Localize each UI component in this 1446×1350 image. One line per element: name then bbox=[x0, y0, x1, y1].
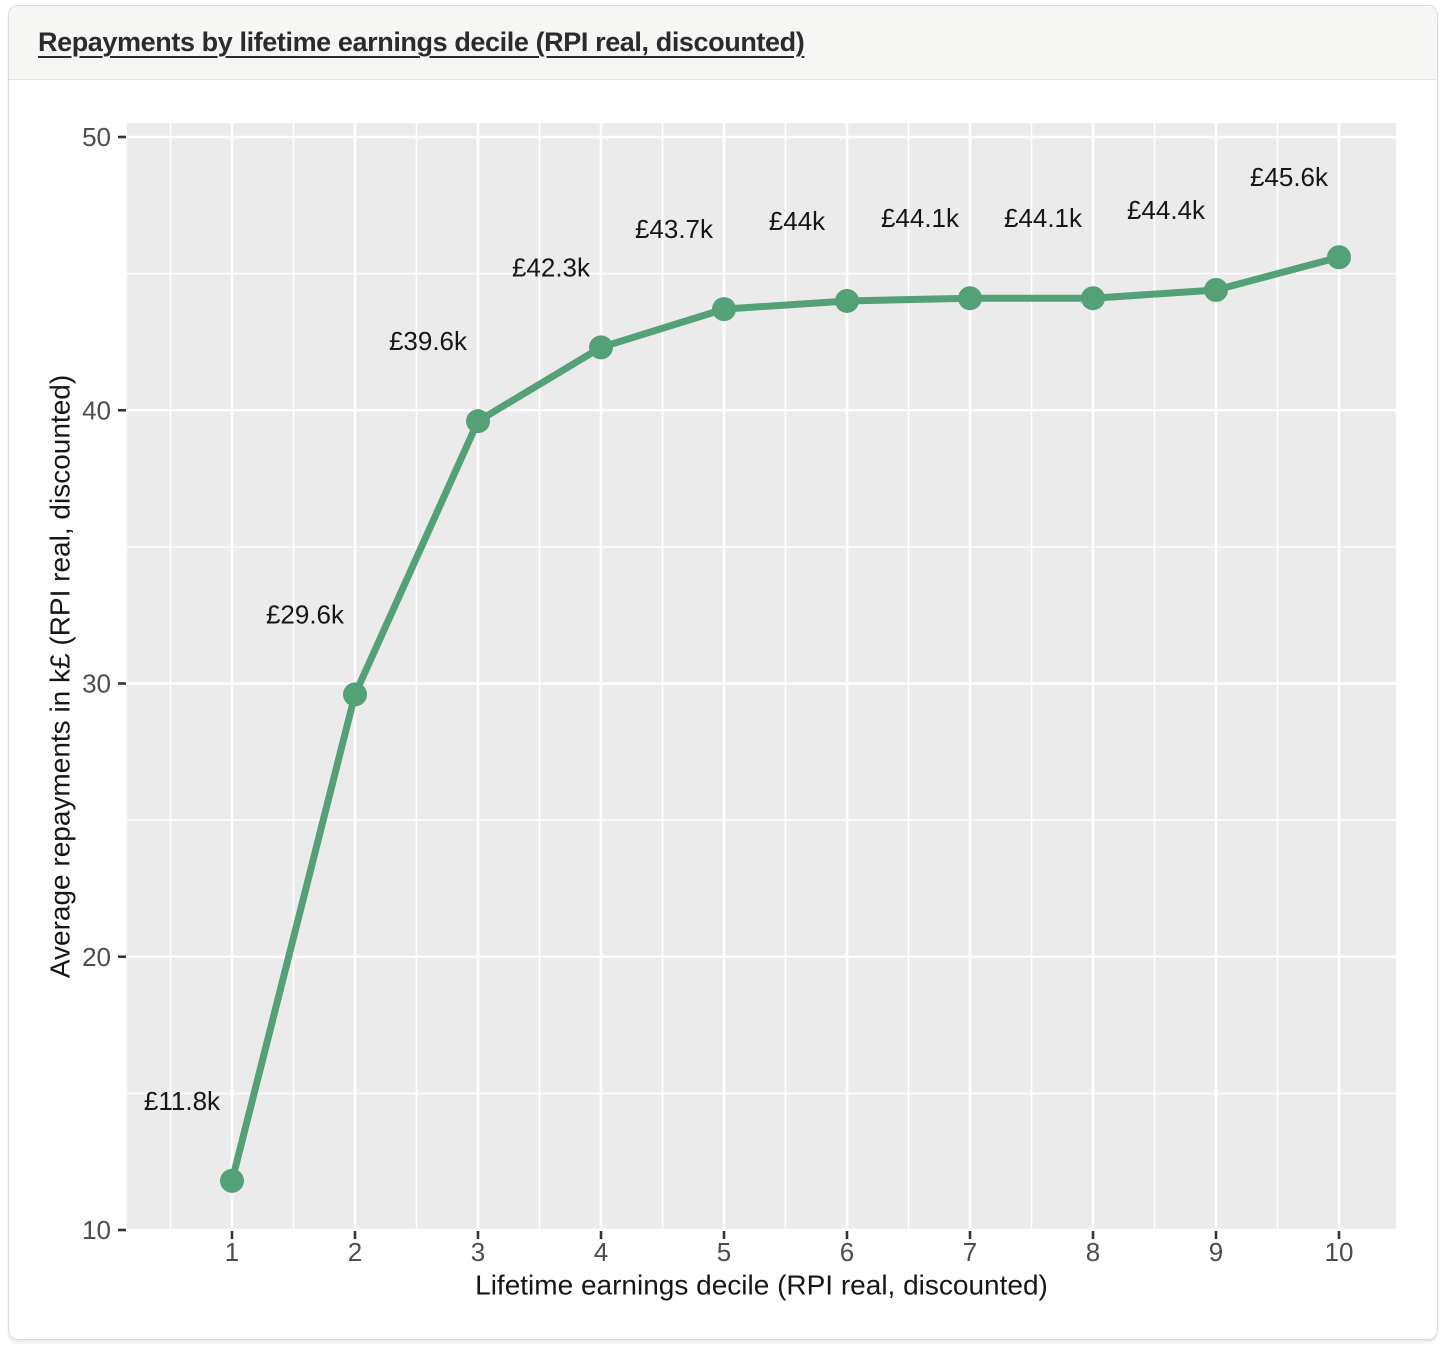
data-point bbox=[712, 297, 736, 322]
data-point bbox=[1204, 278, 1228, 303]
x-tick-label: 4 bbox=[594, 1237, 608, 1267]
data-point-label: £44k bbox=[769, 206, 826, 236]
x-tick-label: 3 bbox=[471, 1237, 485, 1267]
data-line bbox=[228, 253, 1343, 1185]
data-point bbox=[958, 286, 982, 311]
y-tick-label: 50 bbox=[82, 122, 111, 152]
data-point bbox=[835, 288, 859, 313]
x-tick-label: 10 bbox=[1325, 1237, 1354, 1267]
data-point bbox=[1081, 286, 1105, 311]
y-tick-label: 10 bbox=[82, 1215, 111, 1245]
x-tick-label: 7 bbox=[963, 1237, 977, 1267]
data-point bbox=[220, 1168, 244, 1193]
data-point-label: £45.6k bbox=[1250, 162, 1329, 192]
data-point-label: £29.6k bbox=[266, 599, 345, 629]
data-point bbox=[466, 409, 490, 434]
data-point bbox=[589, 335, 613, 360]
data-point-label: £44.1k bbox=[1004, 203, 1083, 233]
x-axis-title: Lifetime earnings decile (RPI real, disc… bbox=[475, 1270, 1048, 1301]
chart-title: Repayments by lifetime earnings decile (… bbox=[38, 27, 805, 57]
y-axis-title: Average repayments in k£ (RPI real, disc… bbox=[45, 375, 76, 978]
data-point-label: £11.8k bbox=[144, 1086, 221, 1116]
x-tick-label: 8 bbox=[1086, 1237, 1100, 1267]
data-point-label: £43.7k bbox=[635, 214, 714, 244]
data-point-label: £44.1k bbox=[881, 203, 960, 233]
data-point-label: £44.4k bbox=[1127, 195, 1206, 225]
x-tick-label: 5 bbox=[717, 1237, 731, 1267]
x-tick-label: 6 bbox=[840, 1237, 854, 1267]
y-tick-label: 20 bbox=[82, 942, 111, 972]
x-tick-label: 9 bbox=[1209, 1237, 1223, 1267]
data-point-label: £39.6k bbox=[389, 326, 468, 356]
y-tick-label: 30 bbox=[82, 669, 111, 699]
data-point-label: £42.3k bbox=[512, 252, 591, 282]
data-point bbox=[1327, 245, 1351, 270]
x-tick-label: 1 bbox=[225, 1237, 239, 1267]
data-point bbox=[343, 682, 367, 707]
chart-header: Repayments by lifetime earnings decile (… bbox=[9, 6, 1437, 80]
x-tick-label: 2 bbox=[348, 1237, 362, 1267]
y-tick-label: 40 bbox=[82, 395, 111, 425]
